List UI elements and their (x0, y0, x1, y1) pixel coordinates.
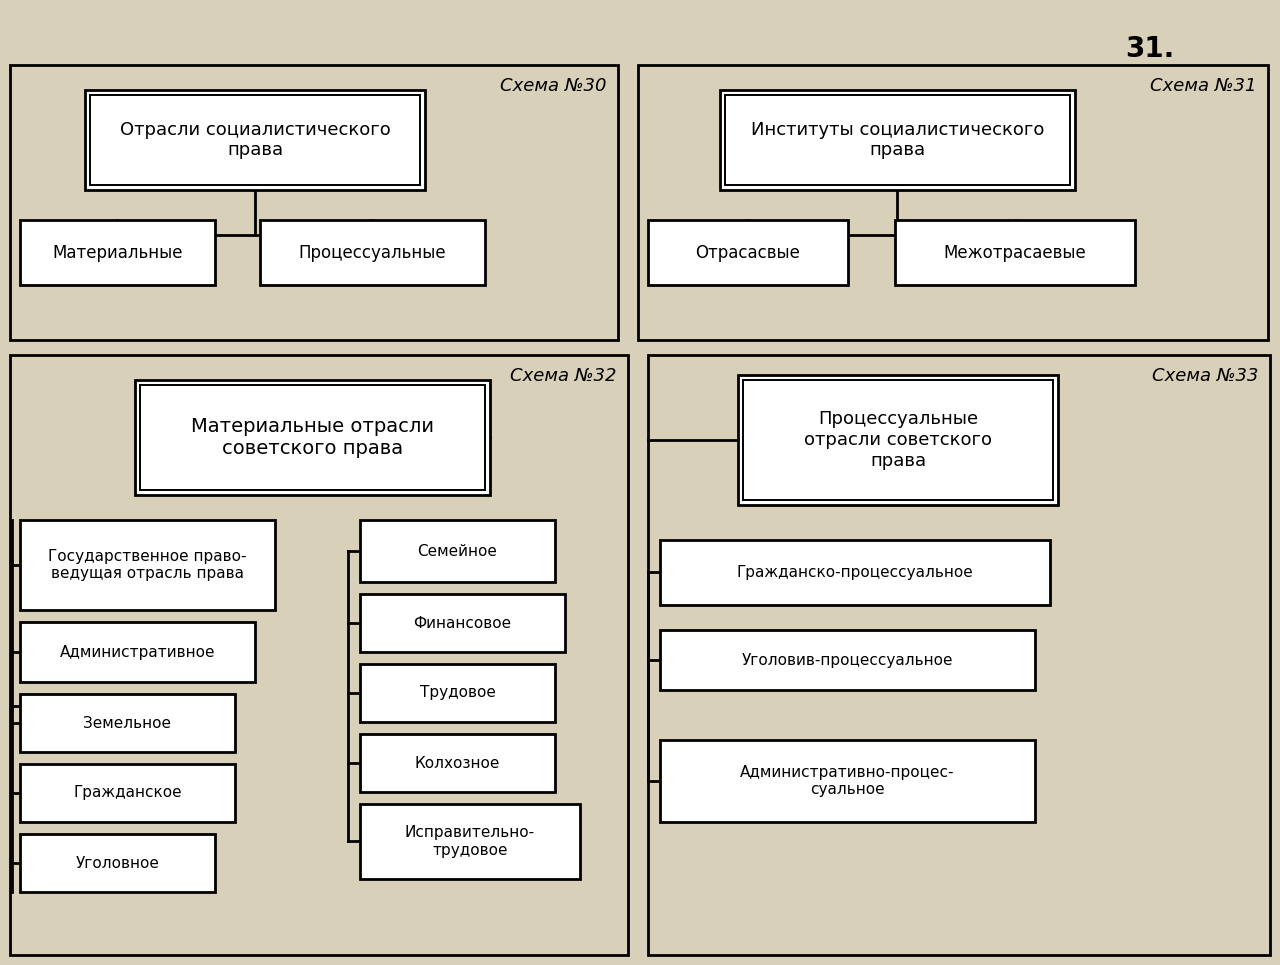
Bar (719, 90, 1075, 190)
Text: Межотрасаевые: Межотрасаевые (943, 243, 1087, 262)
Text: Гражданско-процессуальное: Гражданско-процессуальное (736, 565, 973, 580)
Text: Отрасли социалистического
права: Отрасли социалистического права (119, 121, 390, 159)
Bar (742, 380, 1053, 500)
Text: Процессуальные: Процессуальные (298, 243, 447, 262)
Bar (360, 804, 580, 879)
Text: Процессуальные
отрасли советского
права: Процессуальные отрасли советского права (804, 410, 992, 470)
Bar (895, 220, 1135, 285)
Text: Финансовое: Финансовое (413, 616, 512, 630)
Text: Схема №30: Схема №30 (499, 77, 605, 95)
Bar (739, 375, 1059, 505)
Bar (10, 355, 628, 955)
Text: Материальные отрасли
советского права: Материальные отрасли советского права (191, 417, 434, 458)
Text: 31.: 31. (1125, 35, 1175, 63)
Bar (20, 694, 236, 752)
Bar (10, 65, 618, 340)
Text: Земельное: Земельное (83, 715, 172, 731)
Bar (90, 95, 420, 185)
Bar (648, 355, 1270, 955)
Bar (20, 834, 215, 892)
Bar (637, 65, 1268, 340)
Text: Материальные: Материальные (52, 243, 183, 262)
Bar (660, 540, 1050, 605)
Bar (20, 520, 275, 610)
Bar (140, 385, 485, 490)
Bar (660, 740, 1036, 822)
Bar (724, 95, 1070, 185)
Bar (360, 520, 556, 582)
Text: Административное: Административное (60, 645, 215, 659)
Bar (260, 220, 485, 285)
Text: Исправительно-
трудовое: Исправительно- трудовое (404, 825, 535, 858)
Bar (20, 622, 255, 682)
Bar (20, 220, 215, 285)
Text: Отрасасвые: Отрасасвые (695, 243, 800, 262)
Text: Административно-процес-
суальное: Административно-процес- суальное (740, 765, 955, 797)
Text: Семейное: Семейное (417, 543, 498, 559)
Bar (648, 220, 849, 285)
Bar (660, 630, 1036, 690)
Text: Колхозное: Колхозное (415, 756, 500, 770)
Bar (134, 380, 490, 495)
Text: Схема №31: Схема №31 (1149, 77, 1256, 95)
Bar (360, 594, 564, 652)
Text: Государственное право-
ведущая отрасль права: Государственное право- ведущая отрасль п… (49, 549, 247, 581)
Text: Институты социалистического
права: Институты социалистического права (751, 121, 1044, 159)
Text: Трудовое: Трудовое (420, 685, 495, 701)
Text: Гражданское: Гражданское (73, 786, 182, 801)
Bar (360, 664, 556, 722)
Bar (360, 734, 556, 792)
Text: Схема №33: Схема №33 (1152, 367, 1258, 385)
Bar (84, 90, 425, 190)
Text: Уголовив-процессуальное: Уголовив-процессуальное (741, 652, 954, 668)
Bar (20, 764, 236, 822)
Text: Уголовное: Уголовное (76, 856, 160, 870)
Text: Схема №32: Схема №32 (509, 367, 616, 385)
